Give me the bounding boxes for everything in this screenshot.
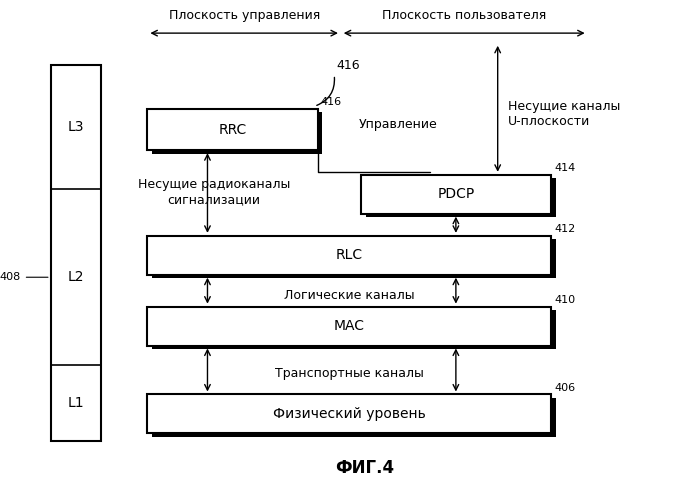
Text: L3: L3 <box>68 120 84 134</box>
Text: Управление: Управление <box>359 118 438 131</box>
Bar <box>147 109 317 150</box>
Text: 414: 414 <box>554 163 575 173</box>
Bar <box>361 175 551 214</box>
Text: 410: 410 <box>554 295 575 305</box>
Bar <box>147 236 551 275</box>
Bar <box>152 112 322 154</box>
Bar <box>147 306 551 346</box>
Text: Логические каналы: Логические каналы <box>284 289 415 302</box>
Text: Плоскость управления: Плоскость управления <box>168 9 319 23</box>
Text: 412: 412 <box>554 224 575 234</box>
Text: RRC: RRC <box>218 123 247 136</box>
Text: Несущие каналы
U-плоскости: Несущие каналы U-плоскости <box>507 100 620 128</box>
Bar <box>51 65 101 441</box>
Text: ФИГ.4: ФИГ.4 <box>335 460 394 477</box>
Text: 416: 416 <box>336 59 360 72</box>
Text: RLC: RLC <box>336 248 363 262</box>
Text: Транспортные каналы: Транспортные каналы <box>275 367 424 381</box>
Text: Физический уровень: Физический уровень <box>273 407 426 421</box>
Text: Несущие радиоканалы
сигнализации: Несущие радиоканалы сигнализации <box>138 178 290 206</box>
Bar <box>152 239 556 278</box>
Text: PDCP: PDCP <box>438 187 475 201</box>
Text: 408: 408 <box>0 272 48 282</box>
Text: L2: L2 <box>68 270 84 284</box>
Text: L1: L1 <box>68 396 84 410</box>
Text: 416: 416 <box>321 97 342 108</box>
Text: Плоскость пользователя: Плоскость пользователя <box>382 9 547 23</box>
Bar <box>152 398 556 437</box>
Bar <box>366 178 556 217</box>
Bar <box>147 394 551 434</box>
Bar <box>152 310 556 349</box>
Text: MAC: MAC <box>333 319 365 333</box>
Text: 406: 406 <box>554 383 575 393</box>
